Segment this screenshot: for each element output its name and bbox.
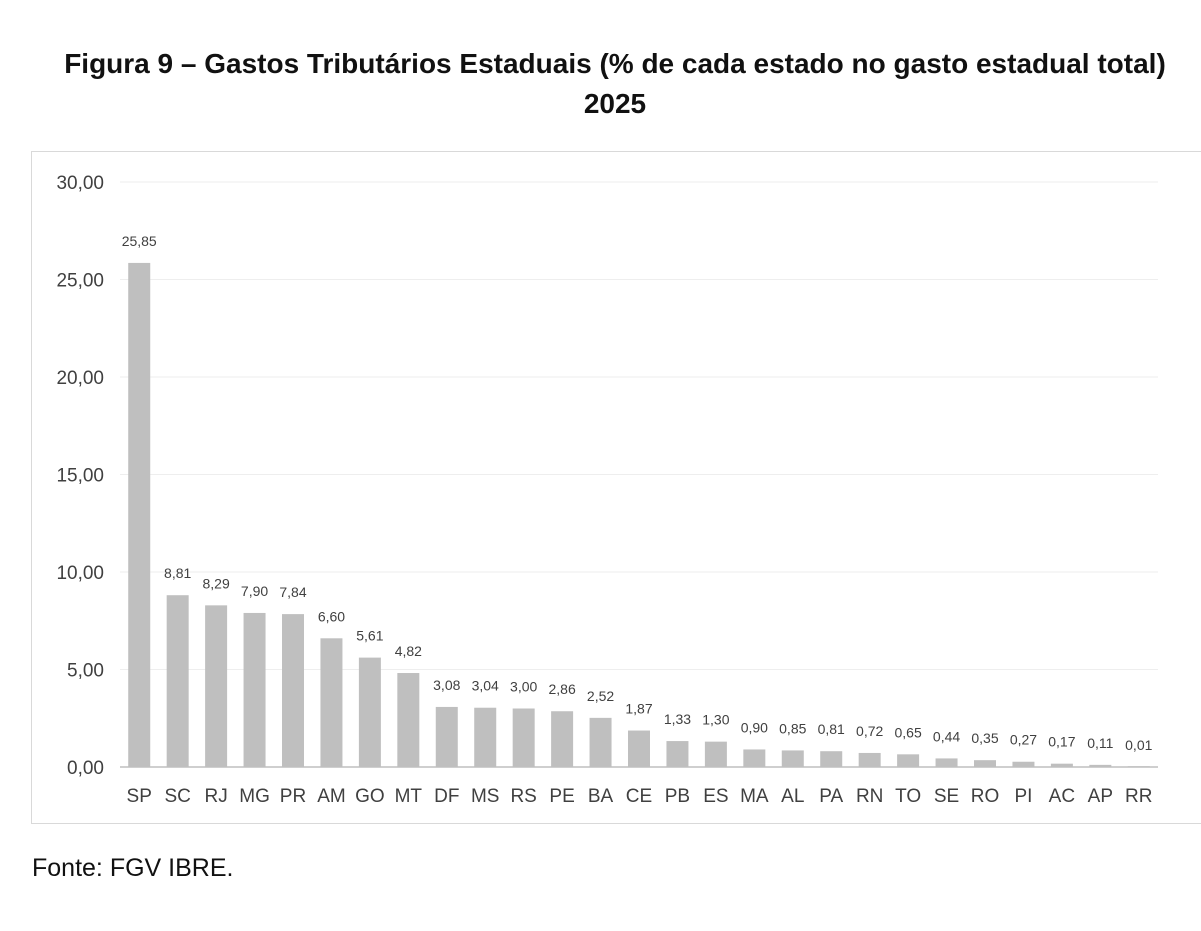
x-tick-label: MG	[239, 786, 270, 807]
bar	[320, 638, 343, 767]
x-tick-label: AM	[317, 786, 346, 807]
x-tick-label: PR	[280, 786, 306, 807]
bar	[435, 706, 458, 767]
bar	[858, 752, 881, 767]
x-tick-label: PB	[665, 786, 690, 807]
bar	[243, 612, 266, 767]
data-label: 0,85	[779, 720, 806, 736]
bar	[512, 708, 535, 767]
data-label: 4,82	[395, 643, 422, 659]
bar	[358, 657, 381, 767]
data-label: 7,84	[279, 584, 306, 600]
bar	[820, 751, 843, 767]
x-tick-label: AL	[781, 786, 804, 807]
data-label: 0,81	[818, 721, 845, 737]
bar	[974, 760, 996, 767]
bar	[704, 741, 727, 767]
x-tick-label: RS	[510, 786, 536, 807]
y-tick-label: 0,00	[67, 758, 104, 779]
data-label: 3,00	[510, 679, 537, 695]
data-label: 0,65	[894, 724, 921, 740]
bar	[1089, 764, 1112, 767]
bar	[551, 711, 574, 767]
x-tick-label: RN	[856, 786, 883, 807]
x-tick-label: AP	[1088, 786, 1113, 807]
data-label: 1,33	[664, 711, 691, 727]
x-tick-label: BA	[588, 786, 614, 807]
bar	[397, 673, 420, 767]
x-tick-label: TO	[895, 786, 921, 807]
x-tick-label: RR	[1125, 786, 1152, 807]
bar	[589, 717, 612, 767]
bar	[128, 262, 151, 767]
x-tick-label: MT	[395, 786, 423, 807]
x-tick-label: GO	[355, 786, 385, 807]
x-tick-label: MA	[740, 786, 769, 807]
data-label: 6,60	[318, 608, 345, 624]
y-tick-label: 20,00	[56, 368, 104, 389]
x-tick-label: PI	[1014, 786, 1032, 807]
bar	[781, 750, 804, 767]
bar	[628, 730, 650, 767]
data-label: 1,30	[702, 712, 729, 728]
data-label: 0,11	[1087, 735, 1113, 751]
chart-area: 0,00 5,00 10,00 15,00 20,00 25,00 30,00 25,85 SP…	[31, 151, 1201, 824]
y-tick-label: 5,00	[67, 661, 104, 682]
data-label: 25,85	[122, 233, 157, 249]
x-tick-label: ES	[703, 786, 728, 807]
x-tick-label: PA	[819, 786, 843, 807]
data-label: 0,44	[933, 728, 960, 744]
bar	[743, 749, 766, 767]
y-tick-label: 15,00	[56, 466, 104, 487]
x-tick-label: SC	[164, 786, 190, 807]
data-label: 0,72	[856, 723, 883, 739]
x-tick-label: RJ	[204, 786, 227, 807]
bar	[205, 605, 228, 767]
data-label: 0,35	[971, 730, 998, 746]
bar	[897, 754, 920, 767]
data-label: 8,81	[164, 565, 191, 581]
bar	[1012, 761, 1035, 767]
x-tick-label: SP	[127, 786, 152, 807]
y-tick-label: 10,00	[56, 563, 104, 584]
data-label: 2,52	[587, 688, 614, 704]
source-note: Fonte: FGV IBRE.	[32, 854, 234, 882]
data-label: 0,90	[741, 719, 768, 735]
bar	[474, 707, 497, 767]
bar	[1050, 763, 1073, 767]
data-label: 0,17	[1048, 734, 1075, 750]
x-tick-label: PE	[549, 786, 574, 807]
y-tick-label: 30,00	[56, 173, 104, 194]
data-label: 7,90	[241, 583, 268, 599]
x-tick-label: AC	[1049, 786, 1075, 807]
data-label: 2,86	[548, 681, 575, 697]
bar	[935, 758, 958, 767]
data-label: 0,01	[1125, 737, 1152, 753]
data-label: 3,08	[433, 677, 460, 693]
bar	[282, 614, 304, 767]
data-label: 1,87	[625, 701, 652, 717]
x-tick-label: DF	[434, 786, 459, 807]
x-tick-label: CE	[626, 786, 652, 807]
bar	[166, 595, 189, 767]
data-label: 5,61	[356, 628, 383, 644]
x-tick-label: MS	[471, 786, 500, 807]
bar-chart: 0,00 5,00 10,00 15,00 20,00 25,00 30,00 25,85 SP…	[56, 173, 1158, 807]
data-label: 3,04	[472, 678, 499, 694]
x-tick-label: SE	[934, 786, 959, 807]
bar	[666, 741, 689, 767]
y-tick-label: 25,00	[56, 271, 104, 292]
data-label: 8,29	[202, 575, 229, 591]
data-label: 0,27	[1010, 732, 1037, 748]
chart-title: Figura 9 – Gastos Tributários Estaduais …	[64, 48, 1166, 119]
x-tick-label: RO	[971, 786, 1000, 807]
